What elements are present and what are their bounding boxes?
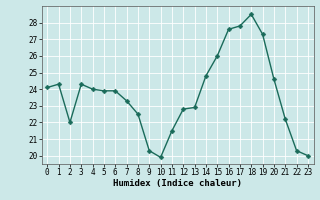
X-axis label: Humidex (Indice chaleur): Humidex (Indice chaleur) bbox=[113, 179, 242, 188]
